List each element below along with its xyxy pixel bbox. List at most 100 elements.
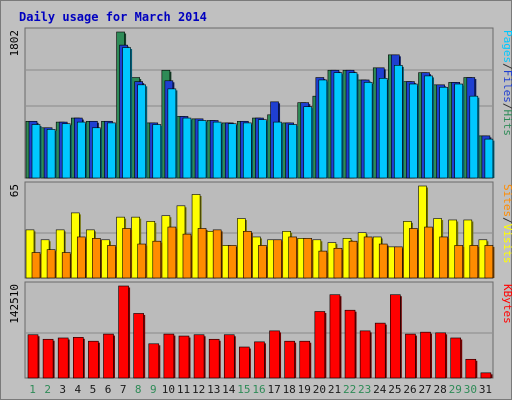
bar-pages-day-5 — [92, 127, 101, 179]
legend-item: / — [501, 63, 512, 70]
bar-kbytes-day-20 — [314, 311, 326, 379]
bar-pages-day-31 — [484, 138, 494, 179]
x-tick-label-day: 8 — [135, 383, 142, 396]
x-tick-label-day: 5 — [90, 383, 97, 396]
bar-kbytes-day-28 — [435, 332, 446, 379]
x-tick-label-day: 16 — [252, 383, 265, 396]
bar-sites-day-5 — [92, 238, 101, 279]
x-tick-label-day: 29 — [449, 383, 462, 396]
x-tick-label-day: 25 — [388, 383, 401, 396]
x-tick-label-day: 21 — [328, 383, 341, 396]
bar-pages-day-13 — [212, 121, 222, 179]
x-tick-label-day: 4 — [75, 383, 82, 396]
bar-kbytes-day-29 — [450, 337, 462, 379]
bar-pages-day-3 — [61, 123, 71, 179]
bar-kbytes-day-6 — [103, 333, 114, 379]
legend-item: Visits — [501, 224, 512, 264]
bar-kbytes-day-19 — [299, 340, 311, 379]
x-tick-label-day: 26 — [403, 383, 416, 396]
x-tick-label-day: 12 — [192, 383, 205, 396]
bar-sites-day-28 — [439, 236, 448, 279]
bar-pages-day-24 — [378, 78, 388, 179]
bar-kbytes-day-11 — [178, 335, 190, 379]
x-tick-label-day: 15 — [237, 383, 250, 396]
bar-sites-day-30 — [469, 245, 479, 279]
bar-pages-day-16 — [258, 119, 267, 179]
bar-kbytes-day-2 — [42, 338, 54, 379]
bar-kbytes-day-31 — [480, 372, 492, 379]
legend-item: Hits — [501, 110, 512, 137]
bar-pages-day-27 — [424, 75, 433, 179]
bar-sites-day-9 — [152, 240, 162, 279]
bar-pages-day-7 — [122, 47, 131, 179]
bar-sites-day-29 — [454, 245, 464, 279]
bar-kbytes-day-1 — [27, 334, 39, 379]
bar-kbytes-day-27 — [420, 331, 431, 379]
bar-sites-day-19 — [303, 238, 313, 279]
bar-pages-day-12 — [197, 120, 207, 179]
bar-pages-day-2 — [46, 129, 56, 179]
legend-item: / — [501, 217, 512, 224]
bar-pages-day-30 — [469, 95, 479, 179]
bar-kbytes-day-21 — [329, 294, 341, 379]
bar-kbytes-day-4 — [72, 337, 84, 379]
x-tick-label-day: 31 — [479, 383, 492, 396]
bar-pages-day-6 — [107, 122, 116, 179]
y-max-label-kbytes: 142510 — [8, 284, 21, 324]
bar-sites-day-16 — [258, 245, 267, 279]
bar-sites-day-14 — [227, 245, 237, 279]
y-max-label-hits-files-pages: 1802 — [8, 30, 21, 57]
legend-item: Files — [501, 70, 512, 103]
x-tick-label-day: 2 — [44, 383, 51, 396]
bar-pages-day-28 — [439, 86, 448, 179]
x-tick-label-day: 9 — [150, 383, 157, 396]
x-tick-label-day: 27 — [418, 383, 431, 396]
bar-sites-day-11 — [182, 233, 192, 279]
bar-sites-day-21 — [333, 247, 343, 279]
x-tick-label-day: 14 — [222, 383, 236, 396]
bar-kbytes-day-22 — [344, 309, 356, 379]
bar-pages-day-19 — [303, 106, 313, 179]
bar-sites-day-18 — [288, 236, 297, 279]
y-max-label-sites-visits: 65 — [8, 184, 21, 197]
x-tick-label-day: 7 — [120, 383, 127, 396]
bar-sites-day-1 — [31, 252, 41, 279]
bar-pages-day-26 — [409, 83, 418, 179]
legend-sites-visits: Sites/Visits — [501, 184, 512, 264]
bar-sites-day-10 — [167, 226, 177, 279]
bar-pages-day-22 — [348, 72, 358, 179]
bar-pages-day-25 — [394, 65, 403, 179]
x-tick-label-day: 30 — [464, 383, 477, 396]
bar-sites-day-4 — [76, 236, 86, 279]
x-tick-label-day: 24 — [373, 383, 387, 396]
bar-pages-day-9 — [152, 124, 162, 179]
x-tick-label-day: 6 — [105, 383, 112, 396]
bar-pages-day-1 — [31, 124, 41, 179]
x-tick-label-day: 10 — [162, 383, 175, 396]
bar-kbytes-day-10 — [163, 333, 175, 379]
bar-sites-day-31 — [484, 245, 494, 279]
bar-sites-day-8 — [137, 243, 146, 279]
x-tick-label-day: 11 — [177, 383, 190, 396]
bar-kbytes-day-25 — [390, 294, 401, 379]
bar-sites-day-26 — [409, 228, 418, 279]
x-tick-label-day: 18 — [283, 383, 296, 396]
bar-pages-day-10 — [167, 88, 177, 179]
x-tick-label-day: 13 — [207, 383, 220, 396]
bar-kbytes-day-3 — [57, 337, 69, 379]
bar-pages-day-20 — [318, 79, 328, 179]
bar-pages-day-11 — [182, 117, 192, 179]
bar-kbytes-day-9 — [148, 343, 160, 379]
bar-pages-day-18 — [288, 124, 297, 179]
legend-hits-files-pages: Pages/Files/Hits — [501, 30, 512, 136]
legend-item: Pages — [501, 30, 512, 63]
bar-kbytes-day-30 — [465, 358, 477, 379]
legend-kbytes: KBytes — [501, 284, 512, 324]
bar-pages-day-4 — [76, 121, 86, 179]
bar-pages-day-14 — [227, 123, 237, 179]
bar-kbytes-day-5 — [88, 340, 99, 379]
bar-kbytes-day-14 — [223, 334, 235, 379]
bar-kbytes-day-16 — [254, 341, 265, 379]
bar-kbytes-day-13 — [208, 338, 220, 379]
